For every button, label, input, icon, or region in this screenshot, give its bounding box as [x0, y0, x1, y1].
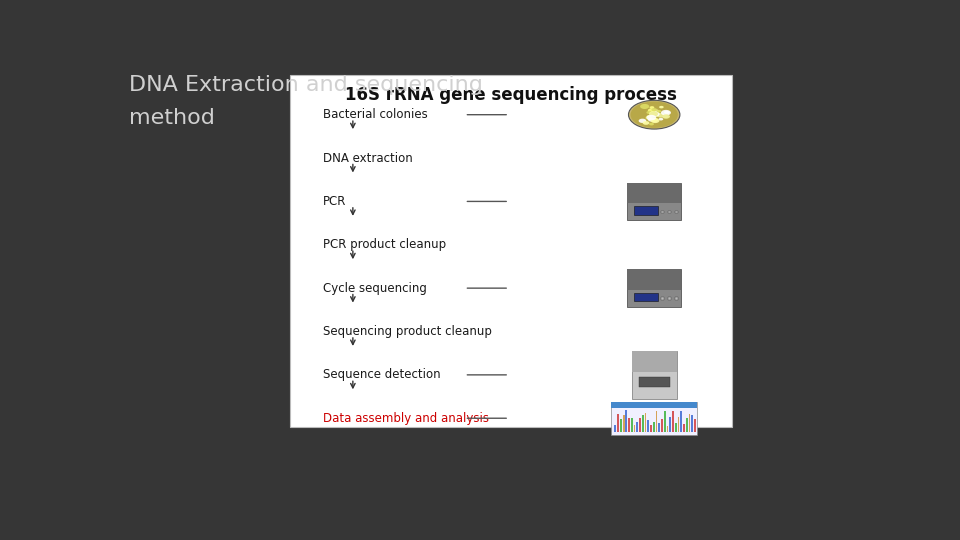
Text: 16S rRNA gene sequencing process: 16S rRNA gene sequencing process	[345, 85, 677, 104]
Bar	[632, 351, 677, 399]
Bar	[667, 211, 671, 213]
Bar	[653, 422, 655, 431]
Bar	[612, 402, 697, 435]
Text: Sequencing product cleanup: Sequencing product cleanup	[324, 325, 492, 338]
Circle shape	[649, 111, 658, 116]
Bar	[694, 418, 696, 431]
Circle shape	[645, 116, 653, 120]
Text: method: method	[129, 109, 215, 129]
Bar	[681, 411, 683, 431]
Circle shape	[648, 118, 656, 122]
Circle shape	[651, 118, 659, 122]
Bar	[661, 419, 663, 431]
Circle shape	[631, 102, 678, 128]
Circle shape	[651, 112, 656, 114]
Bar	[667, 298, 671, 300]
Bar	[659, 423, 660, 431]
Bar	[290, 75, 732, 427]
Bar	[628, 269, 681, 290]
Circle shape	[650, 111, 660, 117]
Bar	[683, 424, 684, 431]
Bar	[639, 418, 641, 431]
Bar	[647, 420, 649, 431]
Bar	[672, 411, 674, 431]
Circle shape	[649, 112, 659, 117]
Text: Cycle sequencing: Cycle sequencing	[324, 282, 427, 295]
Text: PCR product cleanup: PCR product cleanup	[324, 238, 446, 251]
Text: DNA Extraction and sequencing: DNA Extraction and sequencing	[129, 75, 483, 95]
Circle shape	[648, 109, 656, 113]
Bar	[656, 411, 658, 431]
Bar	[675, 298, 678, 300]
Bar	[666, 426, 668, 431]
Circle shape	[664, 111, 669, 114]
Circle shape	[650, 106, 655, 109]
Bar	[623, 415, 625, 431]
Text: Bacterial colonies: Bacterial colonies	[324, 108, 428, 121]
Circle shape	[662, 114, 670, 119]
Circle shape	[638, 119, 646, 123]
Circle shape	[646, 115, 657, 120]
Text: DNA extraction: DNA extraction	[324, 152, 413, 165]
Bar	[660, 298, 663, 300]
Bar	[650, 426, 652, 431]
Circle shape	[647, 115, 652, 118]
Text: PCR: PCR	[324, 195, 347, 208]
Circle shape	[657, 110, 661, 112]
Bar	[638, 377, 670, 387]
Bar	[634, 293, 658, 301]
Bar	[620, 419, 622, 431]
Circle shape	[663, 115, 668, 118]
Bar	[632, 351, 677, 373]
Bar	[691, 415, 693, 431]
Circle shape	[649, 123, 654, 125]
Bar	[636, 422, 638, 431]
Bar	[678, 417, 680, 431]
Circle shape	[653, 109, 660, 113]
Bar	[685, 418, 687, 431]
Bar	[628, 183, 681, 220]
Bar	[660, 211, 663, 213]
Bar	[644, 413, 646, 431]
Bar	[617, 414, 619, 431]
Bar	[642, 415, 644, 431]
Bar	[631, 418, 633, 431]
Circle shape	[660, 106, 663, 109]
Bar	[675, 423, 677, 431]
Bar	[634, 206, 658, 214]
Circle shape	[654, 113, 660, 117]
Circle shape	[652, 108, 657, 111]
Circle shape	[651, 118, 660, 123]
Bar	[625, 410, 627, 431]
Bar	[628, 417, 630, 431]
Bar	[614, 426, 616, 431]
Bar	[612, 402, 697, 408]
Bar	[688, 414, 690, 431]
Bar	[628, 183, 681, 203]
Bar	[675, 211, 678, 213]
Bar	[634, 426, 636, 431]
Bar	[628, 269, 681, 307]
Circle shape	[646, 111, 652, 114]
Circle shape	[659, 118, 663, 120]
Circle shape	[660, 110, 671, 116]
Circle shape	[642, 121, 649, 125]
Bar	[663, 411, 665, 431]
Circle shape	[640, 104, 649, 109]
Bar	[669, 416, 671, 431]
Text: Sequence detection: Sequence detection	[324, 368, 441, 381]
Text: Data assembly and analysis: Data assembly and analysis	[324, 411, 489, 425]
Circle shape	[657, 113, 665, 118]
Circle shape	[629, 100, 680, 129]
